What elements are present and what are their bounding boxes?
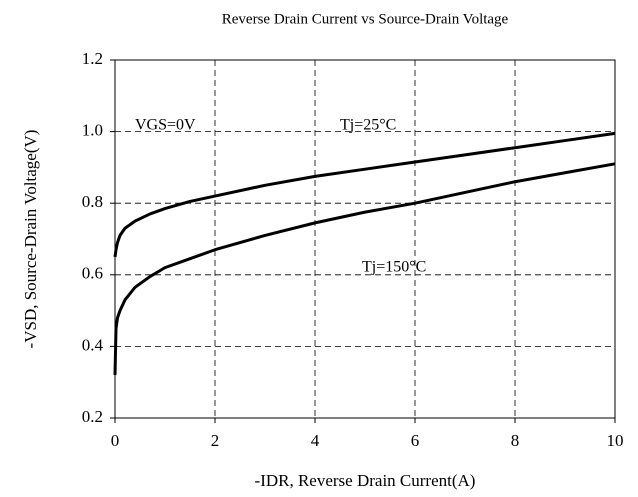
annotation: Tj=150°C bbox=[362, 259, 426, 276]
x-tick-label: 2 bbox=[211, 431, 220, 450]
annotation: Tj=25°C bbox=[340, 117, 396, 134]
data-line bbox=[113, 131, 616, 258]
y-tick-label: 0.2 bbox=[82, 407, 103, 426]
x-tick-label: 8 bbox=[511, 431, 520, 450]
x-tick-label: 4 bbox=[311, 431, 320, 450]
annotation: VGS=0V bbox=[135, 117, 196, 134]
y-tick-label: 0.6 bbox=[82, 264, 103, 283]
x-tick-label: 6 bbox=[411, 431, 420, 450]
y-tick-label: 0.8 bbox=[82, 192, 103, 211]
x-axis-label: -IDR, Reverse Drain Current(A) bbox=[255, 471, 476, 490]
chart-title: Reverse Drain Current vs Source-Drain Vo… bbox=[222, 11, 509, 27]
y-tick-label: 1.0 bbox=[82, 121, 103, 140]
x-tick-label: 10 bbox=[607, 431, 624, 450]
y-tick-label: 1.2 bbox=[82, 49, 103, 68]
data-line bbox=[113, 162, 616, 376]
y-tick-label: 0.4 bbox=[82, 335, 104, 354]
x-tick-label: 0 bbox=[111, 431, 120, 450]
y-axis-label: -VSD, Source-Drain Voltage(V) bbox=[21, 130, 40, 349]
plot-frame bbox=[114, 59, 616, 419]
